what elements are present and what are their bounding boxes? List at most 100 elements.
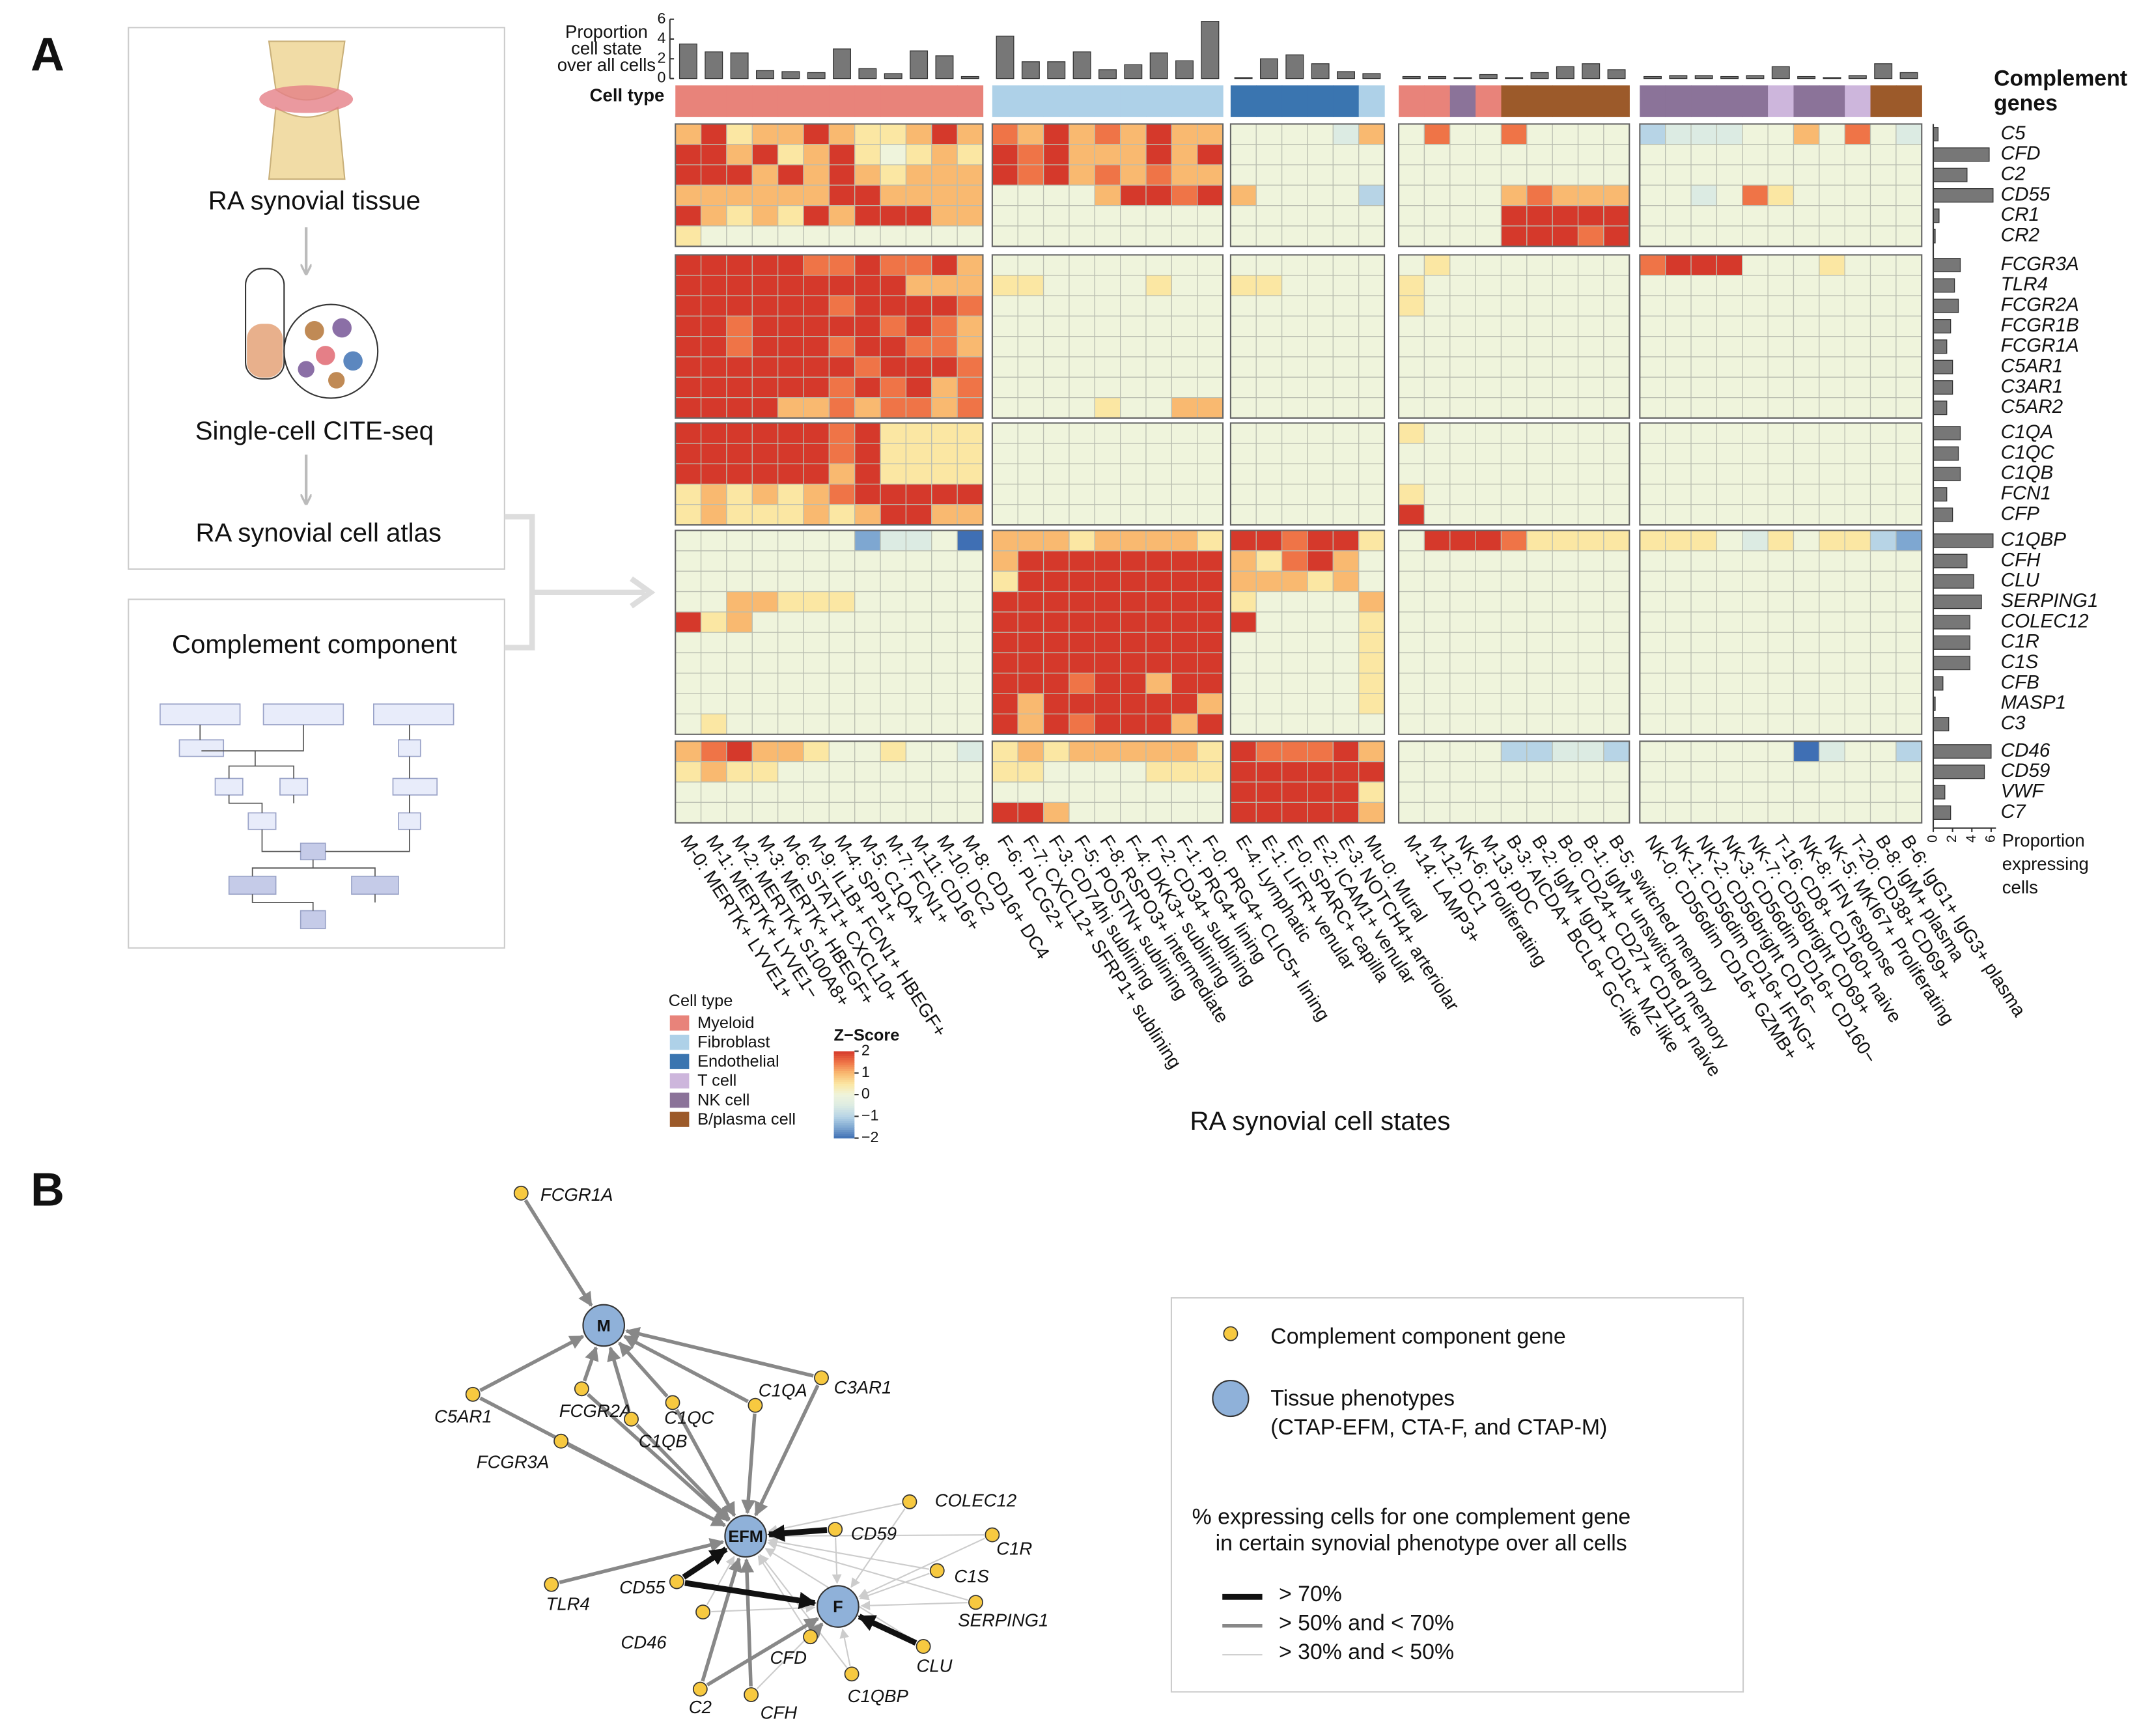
heatmap-cell [1819, 315, 1845, 337]
heatmap-cell [1230, 376, 1257, 399]
heatmap-cell [1869, 570, 1897, 593]
heatmap-cell [1197, 611, 1224, 633]
heatmap-cell [931, 802, 958, 824]
heatmap-cell [1094, 336, 1121, 357]
heatmap-cell [1230, 713, 1257, 735]
gene-bar [1933, 446, 1959, 461]
gene-label: CR1 [2001, 204, 2039, 225]
connector [504, 514, 645, 651]
heatmap-cell [1819, 164, 1845, 186]
heatmap-cell [1603, 336, 1630, 357]
heatmap-cell [1767, 632, 1795, 654]
heatmap-cell [1069, 225, 1095, 247]
heatmap-cell [1793, 504, 1820, 525]
heatmap-cell [1500, 463, 1528, 485]
heatmap-cell [1742, 570, 1769, 593]
heatmap-cell [854, 550, 881, 572]
heatmap-cell [1690, 376, 1718, 399]
heatmap-cell [1171, 463, 1198, 485]
heatmap-cell [1475, 205, 1502, 227]
gene-label: COLEC12 [2001, 610, 2089, 632]
network-edge [684, 1580, 817, 1610]
heatmap-cell [1716, 225, 1743, 247]
heatmap-cell [1577, 254, 1604, 276]
heatmap-cell [726, 483, 753, 505]
gene-node-label: C1QB [639, 1431, 688, 1451]
heatmap-cell [1423, 483, 1451, 505]
colorbar-step [833, 1092, 855, 1095]
heatmap-cell [726, 443, 753, 464]
heatmap-cell [1577, 336, 1604, 357]
heatmap-cell [1500, 275, 1528, 296]
heatmap-cell [1665, 205, 1692, 227]
heatmap-cell [1690, 504, 1718, 525]
heatmap-cell [1042, 275, 1070, 296]
heatmap-cell [1017, 761, 1044, 783]
heatmap-cell [1398, 570, 1425, 593]
legend-gene-label: Complement component gene [1270, 1324, 1565, 1349]
heatmap-cell [1716, 713, 1743, 735]
heatmap-cell [726, 376, 753, 399]
heatmap-cell [905, 397, 932, 419]
heatmap-cell [1094, 550, 1121, 572]
gene-bar [1933, 507, 1953, 522]
heatmap-cell [1398, 254, 1425, 276]
heatmap-cell [1017, 529, 1044, 552]
top-bar [1311, 63, 1330, 79]
gene-label: C5AR1 [2001, 355, 2063, 376]
heatmap-cell [828, 254, 856, 276]
heatmap-cell [1475, 529, 1502, 552]
heatmap-cell [1197, 652, 1224, 674]
gene-node [985, 1527, 1000, 1543]
heatmap-cell [1603, 713, 1630, 735]
heatmap-cell [1526, 652, 1553, 674]
heatmap-cell [1332, 123, 1360, 145]
heatmap-cell [1500, 144, 1528, 165]
heatmap-cell [854, 463, 881, 485]
heatmap-cell [1577, 144, 1604, 165]
heatmap-cell [1742, 144, 1769, 165]
heatmap-cell [777, 570, 804, 593]
heatmap-cell [854, 529, 881, 552]
heatmap-cell [1449, 504, 1476, 525]
heatmap-cell [828, 693, 856, 715]
heatmap-cell [1895, 611, 1922, 633]
heatmap-cell [1120, 336, 1147, 357]
heatmap-cell [1500, 376, 1528, 399]
heatmap-cell [1819, 529, 1845, 552]
heatmap-cell [1665, 740, 1692, 763]
heatmap-cell [700, 275, 727, 296]
heatmap-cell [880, 611, 907, 633]
heatmap-cell [1475, 315, 1502, 337]
gene-bar [1933, 380, 1953, 395]
heatmap-cell [1665, 673, 1692, 694]
colorbar-step [833, 1112, 855, 1115]
heatmap-cell [1449, 632, 1476, 654]
heatmap-cell [1358, 397, 1385, 419]
gene-bar [1933, 487, 1948, 502]
heatmap-cell [1197, 254, 1224, 276]
heatmap-cell [675, 463, 702, 485]
colorbar-step [833, 1095, 855, 1098]
gene-label: VWF [2001, 780, 2045, 802]
colorbar-step [833, 1103, 855, 1106]
heatmap-cell [1120, 144, 1147, 165]
heatmap-cell [751, 652, 779, 674]
heatmap-cell [726, 225, 753, 247]
heatmap-cell [1742, 164, 1769, 186]
heatmap-cell [1742, 713, 1769, 735]
heatmap-cell [828, 397, 856, 419]
heatmap-cell [777, 225, 804, 247]
heatmap-cell [1742, 376, 1769, 399]
heatmap-cell [1017, 123, 1044, 145]
heatmap-cell [1767, 295, 1795, 317]
heatmap-cell [1526, 761, 1553, 783]
cell-type-swatch [1171, 85, 1198, 117]
heatmap-cell [1197, 761, 1224, 783]
heatmap-cell [1423, 225, 1451, 247]
heatmap-cell [777, 275, 804, 296]
heatmap-cell [854, 652, 881, 674]
heatmap-cell [1475, 761, 1502, 783]
heatmap-cell [1069, 184, 1095, 206]
heatmap-cell [1398, 336, 1425, 357]
